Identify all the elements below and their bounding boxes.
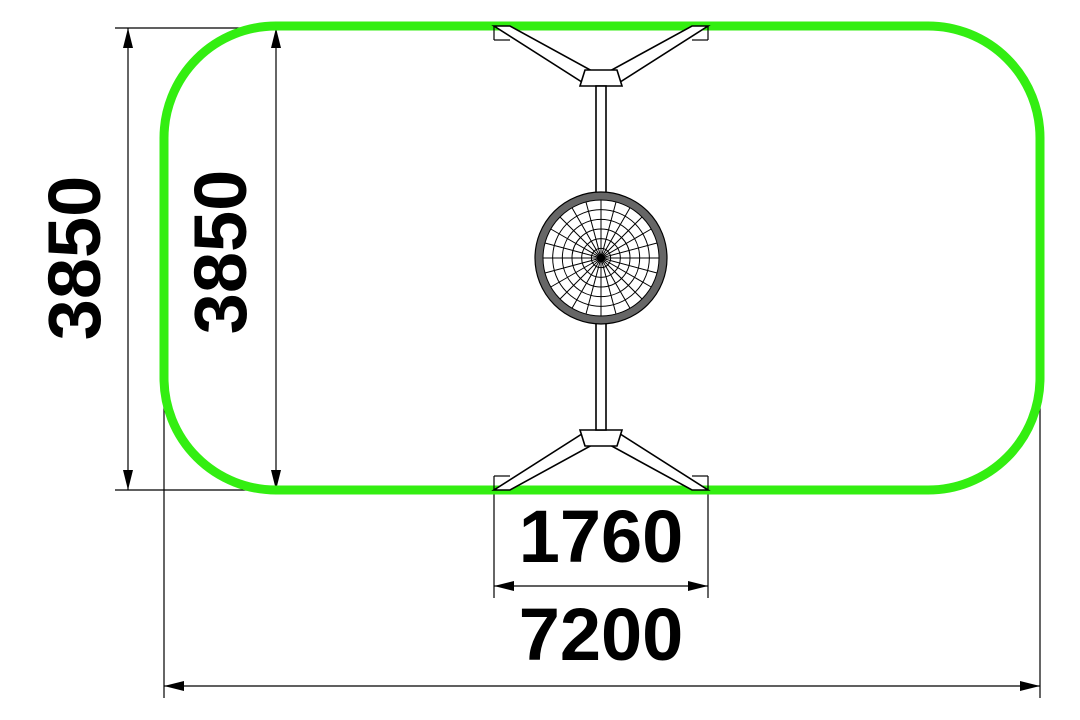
- spider-web-net-icon: [534, 191, 668, 325]
- outer-height-dimension: [115, 27, 280, 491]
- outer-height-label: 3850: [33, 176, 116, 341]
- inner-height-dimension: [271, 28, 281, 490]
- total-width-label: 7200: [519, 593, 684, 676]
- safety-zone-outline: [159, 21, 1045, 495]
- frame-width-dimension: [493, 490, 709, 598]
- inner-height-label: 3850: [179, 170, 262, 335]
- frame-width-label: 1760: [519, 495, 684, 578]
